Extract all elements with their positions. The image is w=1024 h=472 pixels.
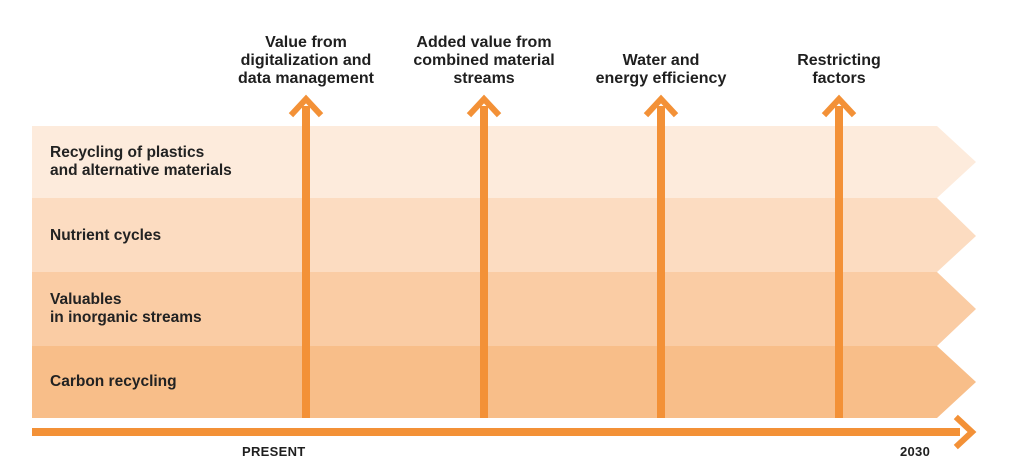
row-label-valuables: Valuables in inorganic streams [50, 291, 202, 326]
band-plastics [32, 126, 976, 198]
arrow-combined-streams [466, 94, 502, 418]
column-label-digitalization: Value from digitalization and data manag… [237, 34, 375, 87]
timeline-start-label: PRESENT [242, 444, 306, 459]
column-label-restricting-factors: Restricting factors [797, 52, 881, 87]
timeline-arrow [32, 414, 977, 450]
band-carbon-recycling [32, 346, 976, 418]
arrow-water-energy [643, 94, 679, 418]
row-label-plastics: Recycling of plastics and alternative ma… [50, 144, 232, 179]
timeline-end-label: 2030 [900, 444, 931, 459]
column-label-combined-streams: Added value from combined material strea… [413, 34, 555, 87]
column-label-water-energy: Water and energy efficiency [595, 52, 727, 87]
band-layer [32, 126, 976, 418]
band-valuables [32, 272, 976, 346]
band-nutrient-cycles [32, 198, 976, 272]
arrow-digitalization [288, 94, 324, 418]
row-label-nutrient-cycles: Nutrient cycles [50, 227, 162, 244]
column-arrows [288, 94, 857, 418]
row-label-carbon-recycling: Carbon recycling [50, 373, 177, 390]
arrow-restricting-factors [821, 94, 857, 418]
